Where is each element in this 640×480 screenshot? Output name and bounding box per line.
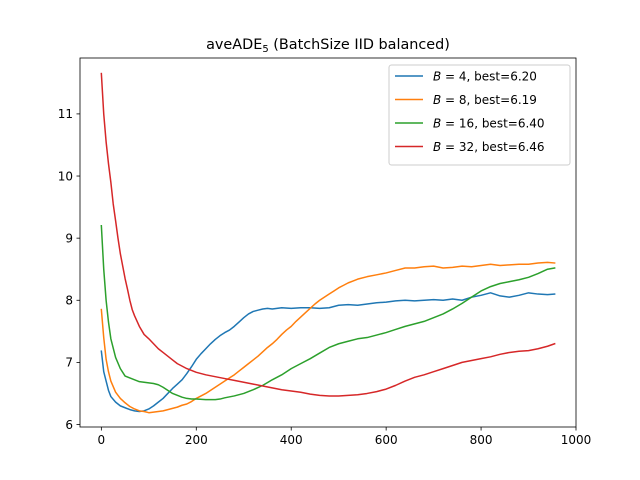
chart-title: aveADE5 (BatchSize IID balanced) xyxy=(206,37,450,55)
y-tick-label: 9 xyxy=(65,231,73,245)
y-tick-label: 11 xyxy=(58,107,73,121)
x-tick-label: 0 xyxy=(98,433,106,447)
y-axis: 6 7 8 9 10 11 xyxy=(58,107,80,432)
legend-label-2: B = 8, best=6.19 xyxy=(433,93,537,107)
plot-area xyxy=(79,57,577,428)
y-tick-label: 6 xyxy=(65,418,73,432)
axes-frame xyxy=(79,57,577,428)
chart-title-rest: (BatchSize IID balanced) xyxy=(269,37,450,53)
x-tick-label: 400 xyxy=(280,433,303,447)
series-line-4 xyxy=(100,72,556,397)
series-line-3 xyxy=(100,224,556,401)
legend-label-1: B = 4, best=6.20 xyxy=(433,69,537,83)
x-tick-label: 600 xyxy=(375,433,398,447)
x-tick-label: 800 xyxy=(470,433,493,447)
series-line-2 xyxy=(100,261,556,414)
y-tick-label: 8 xyxy=(65,294,73,308)
x-tick-label: 1000 xyxy=(561,433,592,447)
legend: B = 4, best=6.20 B = 8, best=6.19 B = 16, … xyxy=(388,64,571,166)
y-tick-label: 10 xyxy=(58,169,73,183)
legend-label-4: B = 32, best=6.46 xyxy=(433,140,545,154)
x-tick-label: 200 xyxy=(185,433,208,447)
legend-box xyxy=(388,64,571,166)
x-axis: 0 200 400 600 800 1000 xyxy=(98,427,592,447)
chart-title-main: aveADE xyxy=(206,37,262,53)
chart-title-subscript: 5 xyxy=(262,44,268,55)
y-tick-label: 7 xyxy=(65,356,73,370)
series-line-1 xyxy=(100,292,556,413)
legend-label-3: B = 16, best=6.40 xyxy=(433,116,545,130)
